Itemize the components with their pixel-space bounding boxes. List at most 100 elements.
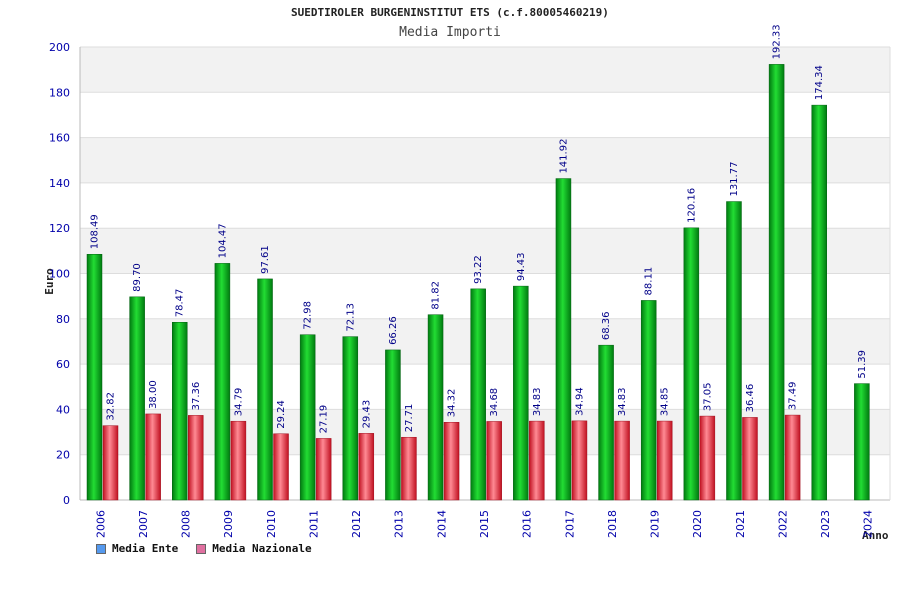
bar-media-ente: [257, 278, 273, 501]
plot-band: [80, 92, 890, 138]
x-tick-label: 2013: [393, 510, 406, 538]
y-tick-labels: 0 20 40 60 80 100 120 140 160 180 200: [49, 41, 70, 507]
data-label: 93.22: [473, 255, 484, 284]
data-label: 72.13: [345, 303, 356, 332]
bar-media-ente: [86, 254, 103, 501]
data-label: 120.16: [686, 188, 697, 223]
data-label: 131.77: [729, 162, 740, 197]
x-tick-label: 2019: [649, 510, 662, 538]
x-tick-label: 2022: [776, 510, 789, 538]
x-axis-label: Anno: [862, 529, 889, 542]
bar-media-nazionale: [188, 415, 204, 501]
bar-media-ente: [726, 201, 742, 501]
data-labels: 108.49 89.70 78.47 104.47 97.61 72.98 72.13 66.…: [90, 24, 868, 433]
bar-media-ente: [129, 296, 145, 501]
x-tick-label: 2020: [691, 510, 704, 538]
legend-item-media-ente: Media Ente: [96, 542, 178, 555]
bar-media-ente: [811, 104, 827, 501]
bar-media-nazionale: [784, 414, 801, 501]
x-tick-label: 2009: [222, 510, 235, 538]
y-tick-label: 0: [63, 494, 70, 507]
x-tick-label: 2011: [307, 510, 320, 538]
bar-media-ente: [768, 64, 785, 501]
plot-band: [80, 137, 890, 183]
bar-media-nazionale: [571, 420, 588, 501]
legend-item-media-nazionale: Media Nazionale: [196, 542, 312, 555]
x-tick-label: 2006: [94, 510, 107, 538]
y-tick-label: 200: [49, 41, 70, 54]
legend-label-media-nazionale: Media Nazionale: [212, 542, 312, 555]
legend-swatch-media-ente: [96, 543, 106, 554]
bar-media-nazionale: [614, 420, 630, 501]
data-label: 72.98: [303, 301, 314, 330]
y-tick-label: 60: [56, 358, 70, 371]
plot-band: [80, 182, 890, 229]
data-label: 36.46: [745, 384, 756, 413]
x-tick-label: 2014: [435, 510, 448, 538]
bar-media-ente: [214, 263, 231, 501]
bar-media-nazionale: [742, 417, 758, 501]
x-tick-label: 2017: [563, 510, 576, 538]
data-label: 37.49: [788, 381, 799, 410]
data-label: 104.47: [217, 223, 228, 258]
x-tick-label: 2007: [137, 510, 150, 538]
data-label: 97.61: [260, 245, 271, 274]
y-tick-label: 140: [49, 177, 70, 190]
data-label: 68.36: [601, 312, 612, 341]
bars: [86, 64, 870, 501]
chart-subtitle: Media Importi: [399, 25, 501, 40]
data-label: 34.79: [233, 388, 244, 417]
data-label: 34.83: [532, 387, 543, 416]
data-label: 38.00: [148, 380, 159, 409]
data-label: 27.71: [404, 404, 415, 433]
x-tick-labels: 2006 2007 2008 2009 2010 2011 2012 2013 2014 2015…: [94, 510, 874, 538]
x-tick-label: 2016: [521, 510, 534, 538]
x-tick-label: 2023: [819, 510, 832, 538]
bar-media-ente: [555, 178, 572, 501]
y-tick-label: 100: [49, 268, 70, 281]
data-label: 174.34: [814, 65, 825, 100]
data-label: 34.85: [660, 387, 671, 416]
bar-media-nazionale: [699, 415, 716, 501]
data-label: 81.82: [431, 281, 442, 310]
x-tick-label: 2015: [478, 510, 491, 538]
bar-media-ente: [683, 227, 700, 501]
bar-media-nazionale: [656, 420, 673, 501]
data-label: 88.11: [644, 267, 655, 296]
data-label: 27.19: [319, 405, 330, 434]
bar-media-nazionale: [102, 425, 119, 501]
legend-swatch-media-nazionale: [196, 543, 207, 554]
data-label: 34.94: [574, 387, 585, 416]
bar-media-nazionale: [145, 413, 161, 501]
bar-media-ente: [854, 383, 870, 501]
bar-media-ente: [172, 322, 188, 501]
data-label: 141.92: [558, 139, 569, 174]
y-tick-label: 20: [56, 449, 70, 462]
data-label: 66.26: [388, 316, 399, 345]
bar-media-nazionale: [358, 433, 375, 501]
plot-band: [80, 228, 890, 274]
x-tick-label: 2012: [350, 510, 363, 538]
data-label: 37.36: [191, 382, 202, 411]
x-tick-label: 2024: [862, 510, 875, 538]
bar-media-ente: [513, 285, 529, 501]
bar-media-ente: [598, 344, 614, 501]
y-tick-label: 80: [56, 313, 70, 326]
bar-media-nazionale: [443, 422, 460, 501]
bar-media-nazionale: [486, 421, 502, 501]
bar-media-nazionale: [230, 420, 247, 501]
y-tick-label: 180: [49, 86, 70, 99]
bar-media-ente: [470, 288, 486, 501]
y-tick-label: 160: [49, 132, 70, 145]
bar-media-ente: [385, 349, 401, 501]
data-label: 51.39: [857, 350, 868, 379]
bar-media-ente: [299, 334, 316, 501]
data-label: 108.49: [90, 214, 101, 249]
bar-media-ente: [342, 336, 359, 501]
data-label: 29.43: [361, 400, 372, 429]
bar-media-ente: [640, 300, 657, 501]
plot-band: [80, 47, 890, 93]
legend-label-media-ente: Media Ente: [112, 542, 179, 555]
bar-media-nazionale: [401, 436, 417, 501]
